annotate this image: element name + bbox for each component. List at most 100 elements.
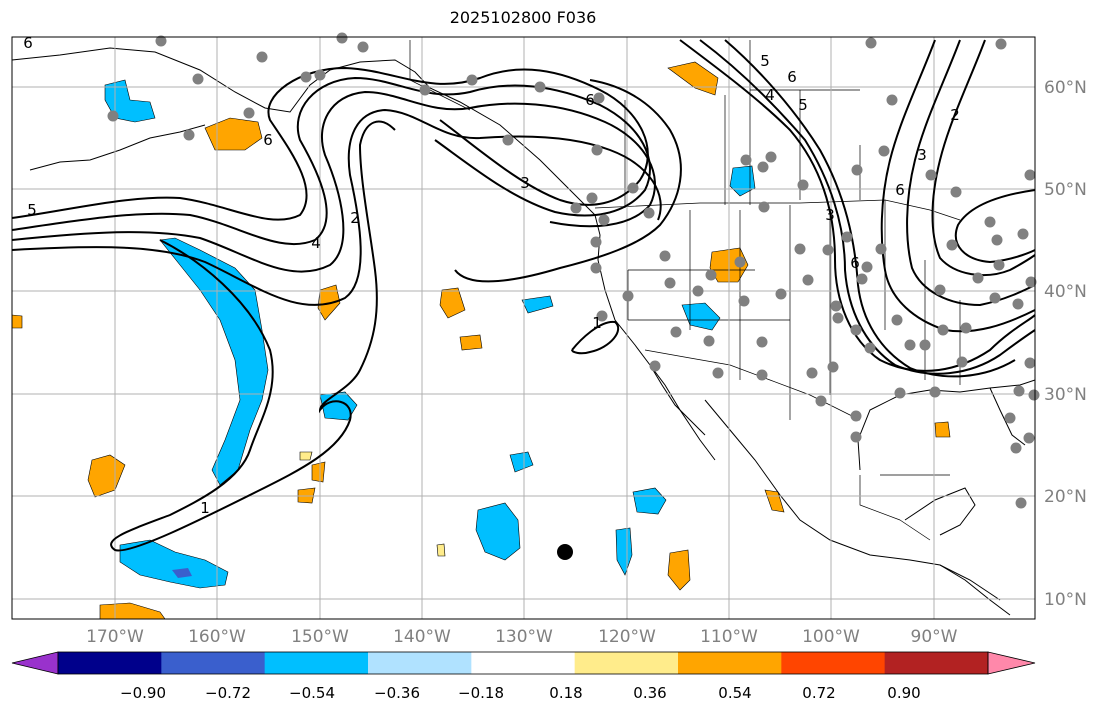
anomaly-orange-region [11, 314, 23, 329]
station-dot [590, 262, 602, 274]
colorbar-segment [264, 652, 369, 674]
colorbar-segment [884, 652, 989, 674]
anomaly-orange-region [459, 334, 483, 351]
station-dot [984, 216, 996, 228]
station-dot [1023, 432, 1035, 444]
station-dot [861, 261, 873, 273]
colorbar-outline [57, 651, 989, 675]
station-dot [1010, 442, 1022, 454]
storm-marker [557, 544, 573, 560]
station-dot [622, 290, 634, 302]
station-dot [649, 360, 661, 372]
station-dot [740, 154, 752, 166]
contour-label: 4 [311, 234, 321, 252]
anomaly-orange-region [311, 461, 326, 483]
station-dot [850, 410, 862, 422]
station-dot [851, 164, 863, 176]
station-dot [1004, 412, 1016, 424]
lat-tick-label: 40°N [1044, 282, 1087, 302]
station-dot [886, 94, 898, 106]
lat-tick-label: 10°N [1044, 590, 1087, 610]
station-dot [919, 339, 931, 351]
contour-line [679, 39, 1036, 372]
station-dot [590, 236, 602, 248]
latitude-axis: 60°N 50°N 40°N 30°N 20°N 10°N [1044, 78, 1087, 610]
contour-label: 6 [585, 91, 595, 109]
station-dot [703, 335, 715, 347]
anomaly-blue-region [509, 451, 534, 473]
station-dot [586, 192, 598, 204]
coastlines [11, 47, 1036, 616]
colorbar [11, 651, 1036, 675]
contour-label: 6 [263, 131, 273, 149]
station-dot [841, 231, 853, 243]
station-dot [765, 151, 777, 163]
lat-tick-label: 50°N [1044, 180, 1087, 200]
contour-label: 2 [350, 209, 360, 227]
station-dot [1028, 389, 1040, 401]
station-dot [591, 144, 603, 156]
colorbar-tick-label: 0.36 [633, 684, 666, 702]
colorbar-tick-label: −0.72 [205, 684, 251, 702]
anomaly-blue-region [681, 302, 721, 331]
station-dot [822, 244, 834, 256]
station-dot [314, 69, 326, 81]
contour-label: 2 [950, 106, 960, 124]
station-dot [155, 35, 167, 47]
anomaly-blue-region [475, 502, 521, 561]
station-dot [934, 284, 946, 296]
contour-label: 6 [895, 181, 905, 199]
anomaly-orange-region [934, 421, 951, 438]
colorbar-segment [58, 652, 162, 674]
station-dot [756, 369, 768, 381]
colorbar-tick-label: 0.90 [887, 684, 920, 702]
contour-label: 6 [850, 254, 860, 272]
anomaly-orange-region [204, 117, 263, 151]
map-panel [11, 37, 1036, 620]
station-dot [875, 243, 887, 255]
station-dot [705, 269, 717, 281]
contour-label: 5 [27, 201, 37, 219]
contour-label: 6 [787, 68, 797, 86]
station-dot [758, 201, 770, 213]
anomaly-purple-region [172, 568, 192, 578]
lon-tick-label: 170°W [86, 627, 144, 647]
anomaly-yellow-region [299, 451, 313, 461]
station-dot [993, 259, 1005, 271]
station-dot [797, 179, 809, 191]
station-dot [894, 387, 906, 399]
central-america [939, 564, 1011, 616]
station-dot [738, 295, 750, 307]
anomaly-yellow-region [436, 543, 446, 557]
lon-tick-label: 120°W [598, 627, 656, 647]
station-dot [806, 367, 818, 379]
station-dot [570, 202, 582, 214]
station-dot [183, 129, 195, 141]
contour-label: 3 [917, 146, 927, 164]
station-dot [596, 310, 608, 322]
colorbar-segment [471, 652, 576, 674]
station-dot [1024, 357, 1036, 369]
contour-line [571, 320, 620, 355]
station-dot [891, 314, 903, 326]
colorbar-tick-label: −0.18 [458, 684, 504, 702]
station-dot [643, 207, 655, 219]
station-dot [300, 71, 312, 83]
lon-tick-label: 130°W [495, 627, 553, 647]
contour-line [699, 39, 1036, 375]
station-dot [925, 169, 937, 181]
station-dot [756, 336, 768, 348]
anomaly-blue-region [615, 527, 633, 576]
station-dot [850, 431, 862, 443]
lat-tick-label: 20°N [1044, 487, 1087, 507]
station-dot [534, 81, 546, 93]
station-dot [598, 214, 610, 226]
station-dot [664, 277, 676, 289]
station-dot [659, 250, 671, 262]
colorbar-segment [574, 652, 679, 674]
contour-line [11, 108, 662, 306]
map-border [11, 36, 1036, 620]
mexico-state-lines [859, 474, 950, 541]
